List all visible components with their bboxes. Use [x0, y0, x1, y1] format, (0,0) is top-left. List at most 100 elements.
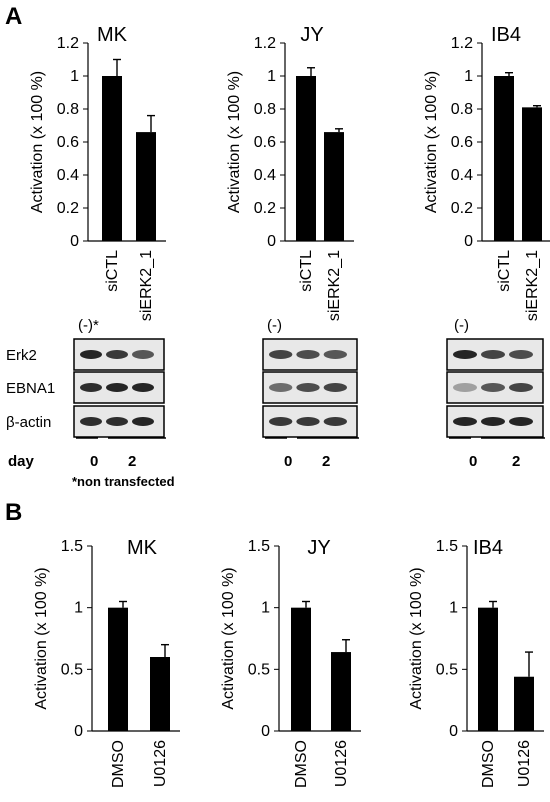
charts-layer: MK 0 0.2 0.4 0.6 0.8 1 1.2 Activation (x 100 %) s… — [29, 24, 550, 788]
blot-row-label: Erk2 — [6, 347, 37, 364]
day-label: day — [8, 453, 35, 470]
y-tick-label: 0 — [70, 233, 79, 250]
band — [106, 383, 128, 392]
y-tick-label: 1.2 — [254, 35, 276, 52]
y-tick-label: 1.5 — [436, 538, 458, 555]
y-tick-label: 1 — [267, 68, 276, 85]
y-tick-label: 0.4 — [57, 167, 79, 184]
band — [509, 383, 533, 392]
western-blot-ib4: (-) 0 2 — [446, 317, 545, 470]
chart-title: MK — [97, 24, 128, 46]
y-tick-label: 0 — [464, 233, 473, 250]
bar — [102, 76, 122, 241]
band — [481, 417, 505, 426]
y-axis-label: Activation (x 100 %) — [33, 567, 50, 709]
blot-row-label: β-actin — [6, 414, 51, 431]
chart-a-mk: MK 0 0.2 0.4 0.6 0.8 1 1.2 Activation (x 100 %) s… — [29, 24, 166, 321]
chart-title: IB4 — [473, 537, 503, 559]
band — [296, 417, 320, 426]
band — [323, 350, 348, 359]
category-label: DMSO — [293, 740, 310, 788]
band — [323, 383, 348, 392]
chart-a-ib4: IB4 0 0.2 0.4 0.6 0.8 1 1.2 Activation (x 100 %)… — [423, 24, 550, 321]
category-label: siCTL — [104, 250, 121, 292]
chart-title: JY — [307, 537, 330, 559]
y-tick-label: 0.2 — [254, 200, 276, 217]
y-tick-label: 1.5 — [61, 538, 83, 555]
band — [132, 417, 154, 426]
y-tick-label: 1 — [70, 68, 79, 85]
band — [80, 383, 102, 392]
band — [269, 383, 293, 392]
day-value: 2 — [322, 453, 330, 470]
day-value: 2 — [128, 453, 136, 470]
band — [453, 383, 477, 392]
y-tick-label: 1 — [74, 600, 83, 617]
bar — [331, 652, 351, 731]
y-tick-label: 0.8 — [57, 101, 79, 118]
category-label: siERK2_1 — [524, 250, 541, 321]
bar — [150, 657, 170, 731]
y-tick-label: 0.5 — [61, 661, 83, 678]
y-tick-label: 0 — [449, 723, 458, 740]
day-value: 2 — [512, 453, 520, 470]
day-value: 0 — [90, 453, 98, 470]
category-label: siCTL — [298, 250, 315, 292]
chart-b-ib4: IB4 0 0.5 1 1.5 Activation (x 100 %) DMSO U0126 — [408, 537, 544, 788]
y-tick-label: 0.4 — [451, 167, 473, 184]
band — [296, 350, 320, 359]
category-label: U0126 — [333, 740, 350, 787]
band — [481, 383, 505, 392]
bar — [514, 676, 534, 731]
footnote: *non transfected — [72, 474, 175, 489]
band — [453, 417, 477, 426]
category-label: DMSO — [480, 740, 497, 788]
day-value: 0 — [469, 453, 477, 470]
chart-title: MK — [127, 537, 158, 559]
y-tick-label: 0.8 — [254, 101, 276, 118]
band — [269, 350, 293, 359]
chart-a-jy: JY 0 0.2 0.4 0.6 0.8 1 1.2 Activation (x 100 %) s… — [226, 24, 354, 321]
band — [509, 417, 533, 426]
y-tick-label: 0.6 — [57, 134, 79, 151]
chart-title: JY — [300, 24, 323, 46]
bar — [296, 76, 316, 241]
y-axis-label: Activation (x 100 %) — [423, 71, 440, 213]
category-label: siCTL — [496, 250, 513, 292]
western-blot-mk: (-)* Erk2 EBNA1 β-actin day 0 2 *non transfecte… — [6, 317, 175, 489]
y-tick-label: 0.4 — [254, 167, 276, 184]
y-axis-label: Activation (x 100 %) — [220, 567, 237, 709]
category-label: siERK2_1 — [138, 250, 155, 321]
y-tick-label: 0 — [267, 233, 276, 250]
chart-b-jy: JY 0 0.5 1 1.5 Activation (x 100 %) DMSO U0126 — [220, 537, 361, 788]
y-tick-label: 0.6 — [254, 134, 276, 151]
band — [132, 350, 154, 359]
category-label: U0126 — [152, 740, 169, 787]
band — [323, 417, 348, 426]
chart-b-mk: MK 0 0.5 1 1.5 Activation (x 100 %) DMSO U0126 — [33, 537, 180, 788]
control-lane-label: (-) — [454, 317, 469, 334]
blots-layer: (-)* Erk2 EBNA1 β-actin day 0 2 *non transfecte… — [6, 317, 545, 489]
control-lane-label: (-) — [267, 317, 282, 334]
chart-title: IB4 — [491, 24, 521, 46]
y-tick-label: 0.5 — [436, 661, 458, 678]
y-tick-label: 0.2 — [451, 200, 473, 217]
western-blot-jy: (-) 0 2 — [262, 317, 359, 470]
y-tick-label: 1 — [449, 600, 458, 617]
bar — [108, 607, 128, 731]
band — [296, 383, 320, 392]
band — [453, 350, 477, 359]
panel-letter-b: B — [5, 499, 22, 526]
bar — [291, 607, 311, 731]
bar — [136, 132, 156, 241]
band — [80, 417, 102, 426]
category-label: DMSO — [110, 740, 127, 788]
y-axis-label: Activation (x 100 %) — [408, 567, 425, 709]
category-label: U0126 — [516, 740, 533, 787]
y-tick-label: 0.8 — [451, 101, 473, 118]
band — [509, 350, 533, 359]
y-axis-label: Activation (x 100 %) — [226, 71, 243, 213]
y-tick-label: 1.2 — [451, 35, 473, 52]
panel-letter-a: A — [5, 3, 22, 30]
band — [269, 417, 293, 426]
